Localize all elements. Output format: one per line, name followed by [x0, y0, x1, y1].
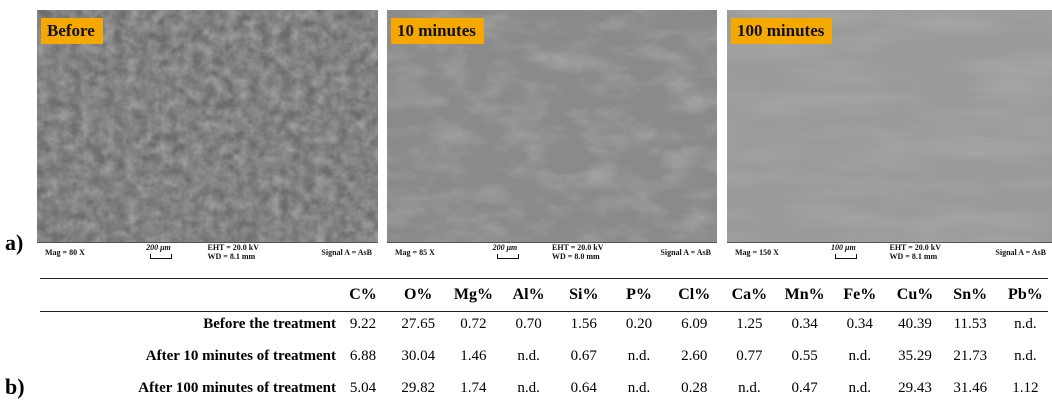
table-cell: n.d. [628, 380, 651, 397]
table-cell: 0.47 [791, 380, 817, 397]
table-cell: 0.55 [791, 348, 817, 365]
image-title: Before [41, 18, 103, 44]
micrograph [37, 10, 378, 262]
scale-bar [835, 254, 857, 259]
eht: EHT = 20.0 kV [208, 243, 260, 252]
wd: WD = 8.1 mm [890, 252, 938, 261]
table-cell: 40.39 [898, 316, 932, 333]
signal: Signal A = AsB [995, 248, 1046, 257]
table-cell: n.d. [1014, 316, 1037, 333]
table-cell: 29.82 [401, 380, 435, 397]
table-cell: 6.88 [350, 348, 376, 365]
scale: 200 μm [493, 243, 518, 252]
wd: WD = 8.1 mm [208, 252, 256, 261]
table-cell: 0.64 [571, 380, 597, 397]
mag: Mag = 80 X [45, 248, 85, 257]
table-cell: 0.34 [791, 316, 817, 333]
table-cell: n.d. [738, 380, 761, 397]
column-header: Cl% [678, 286, 710, 304]
table-rule [40, 278, 1048, 279]
table-cell: 11.53 [954, 316, 987, 333]
sem-image: 100 minutes Mag = 150 X 100 μm EHT = 20.0 k… [727, 10, 1052, 262]
table-cell: 27.65 [401, 316, 435, 333]
scale: 200 μm [146, 243, 171, 252]
table-cell: 0.77 [736, 348, 762, 365]
table-cell: 29.43 [898, 380, 932, 397]
table-cell: n.d. [849, 348, 872, 365]
eht: EHT = 20.0 kV [552, 243, 604, 252]
column-header: Pb% [1008, 286, 1043, 304]
scale-bar [497, 254, 519, 259]
micrograph [727, 10, 1052, 262]
table-cell: 35.29 [898, 348, 932, 365]
table-cell: 0.20 [626, 316, 652, 333]
table-cell: n.d. [1014, 348, 1037, 365]
table-cell: 1.56 [571, 316, 597, 333]
column-header: Mg% [454, 286, 493, 304]
table-cell: 5.04 [350, 380, 376, 397]
table-rule [40, 311, 1048, 312]
table-cell: 31.46 [953, 380, 987, 397]
table-cell: 0.67 [571, 348, 597, 365]
signal: Signal A = AsB [660, 248, 711, 257]
column-header: Mn% [785, 286, 825, 304]
image-title: 100 minutes [731, 18, 832, 44]
table-cell: 0.72 [460, 316, 486, 333]
wd: WD = 8.0 mm [552, 252, 600, 261]
table-cell: 1.46 [460, 348, 486, 365]
table-cell: n.d. [517, 380, 540, 397]
figure: a) b) BeforeMag = 80 X200 μmEHT = 20.0 k… [0, 0, 1052, 405]
column-header: Al% [513, 286, 545, 304]
column-header: C% [349, 286, 377, 304]
table-cell: 6.09 [681, 316, 707, 333]
table-cell: 9.22 [350, 316, 376, 333]
table-cell: 1.12 [1012, 380, 1038, 397]
column-header: Fe% [843, 286, 876, 304]
table-cell: n.d. [628, 348, 651, 365]
column-header: Si% [569, 286, 598, 304]
table-cell: 0.28 [681, 380, 707, 397]
row-label: After 10 minutes of treatment [6, 348, 336, 365]
row-label: After 100 minutes of treatment [6, 380, 336, 397]
table-cell: n.d. [849, 380, 872, 397]
table-cell: 1.25 [736, 316, 762, 333]
scale-bar [150, 254, 172, 259]
table-cell: n.d. [517, 348, 540, 365]
eht: EHT = 20.0 kV [890, 243, 942, 252]
mag: Mag = 150 X [735, 248, 779, 257]
table-cell: 21.73 [953, 348, 987, 365]
table-cell: 0.70 [515, 316, 541, 333]
scale: 100 μm [831, 243, 856, 252]
table-cell: 30.04 [401, 348, 435, 365]
signal: Signal A = AsB [321, 248, 372, 257]
table-cell: 2.60 [681, 348, 707, 365]
column-header: P% [626, 286, 652, 304]
image-title: 10 minutes [391, 18, 484, 44]
column-header: Sn% [953, 286, 987, 304]
table-cell: 1.74 [460, 380, 486, 397]
row-label: Before the treatment [6, 316, 336, 333]
column-header: Ca% [732, 286, 768, 304]
panel-label: a) [5, 230, 23, 256]
table-cell: 0.34 [847, 316, 873, 333]
column-header: Cu% [897, 286, 933, 304]
mag: Mag = 85 X [395, 248, 435, 257]
column-header: O% [404, 286, 432, 304]
micrograph [387, 10, 717, 262]
